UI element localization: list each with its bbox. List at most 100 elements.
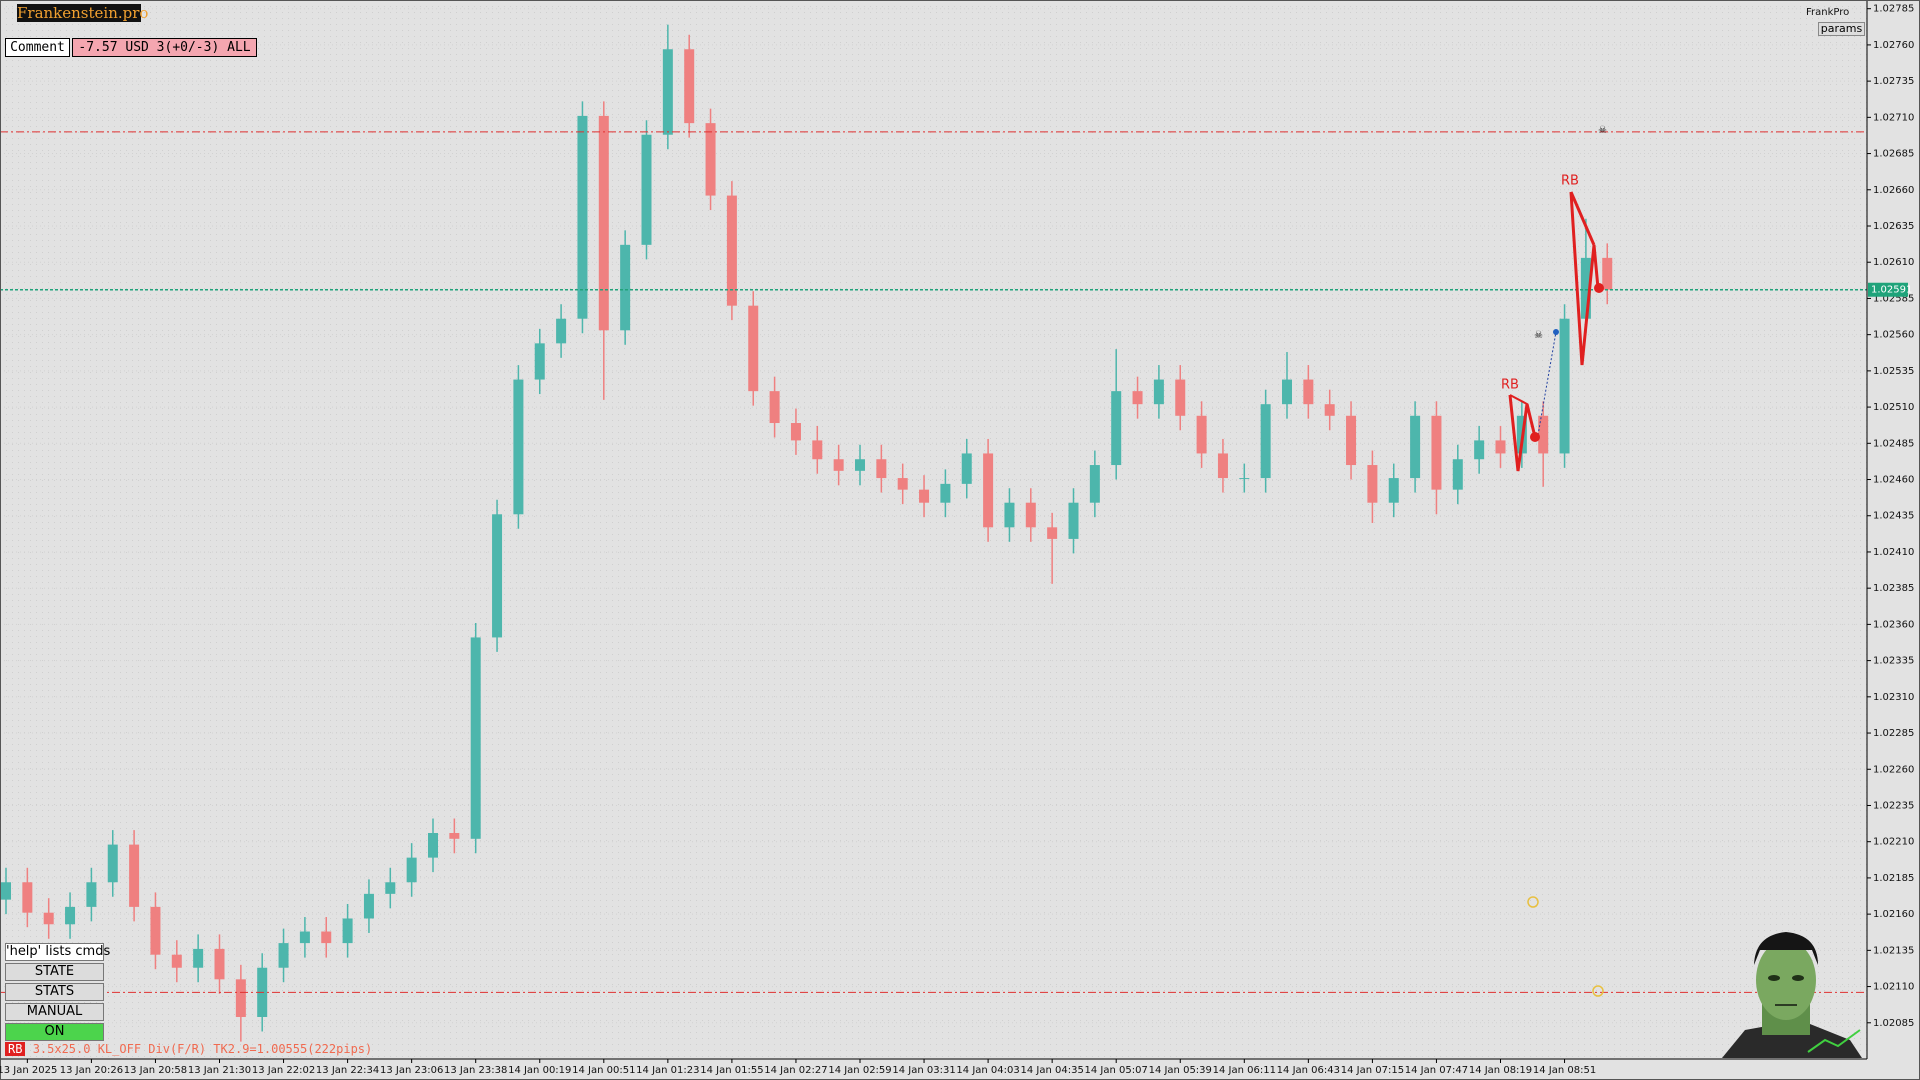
status-tag: RB xyxy=(5,1042,26,1056)
candle-body xyxy=(1602,257,1613,290)
candle-body xyxy=(449,833,460,839)
plot-dot-grid xyxy=(0,0,1867,1059)
alert-marker xyxy=(1527,896,1539,908)
candle-body xyxy=(428,833,438,858)
y-tick-label: 1.02635 xyxy=(1873,221,1914,232)
candle-body xyxy=(1260,404,1271,479)
candle-body xyxy=(897,478,908,490)
candle-body xyxy=(492,514,503,638)
x-tick-label: 14 Jan 08:19 xyxy=(1469,1065,1532,1076)
candle-body xyxy=(1559,318,1570,454)
candle-body xyxy=(620,244,631,331)
candle-body xyxy=(299,931,310,944)
candle-body xyxy=(684,49,695,124)
y-tick-label: 1.02535 xyxy=(1873,366,1914,377)
zigzag-drawing xyxy=(1509,394,1529,472)
params-button[interactable]: params xyxy=(1818,22,1865,36)
candle-body xyxy=(705,123,716,196)
candle-body xyxy=(342,918,353,944)
y-tick-label: 1.02085 xyxy=(1873,1018,1914,1029)
candle-body xyxy=(790,423,801,441)
x-tick-label: 13 Jan 23:06 xyxy=(380,1065,443,1076)
candle-body xyxy=(1388,478,1399,503)
status-text: 3.5x25.0 KL_OFF Div(F/R) TK2.9=1.00555(2… xyxy=(32,1042,373,1056)
x-tick-label: 14 Jan 05:39 xyxy=(1149,1065,1212,1076)
candle-body xyxy=(278,943,289,968)
current-price-label: 1.02591 xyxy=(1871,285,1912,296)
trade-marker xyxy=(1530,432,1540,442)
y-tick-label: 1.02735 xyxy=(1873,76,1914,87)
y-tick-label: 1.02710 xyxy=(1873,112,1914,123)
y-tick-label: 1.02560 xyxy=(1873,330,1914,341)
candle-body xyxy=(385,882,396,894)
candle-body xyxy=(534,343,545,380)
trade-marker xyxy=(1553,329,1559,335)
candle-body xyxy=(1217,453,1228,479)
y-tick-label: 1.02210 xyxy=(1873,837,1914,848)
candle-body xyxy=(1282,379,1292,405)
candle-body xyxy=(470,637,481,839)
x-tick-label: 13 Jan 22:34 xyxy=(316,1065,379,1076)
x-tick-label: 13 Jan 20:58 xyxy=(124,1065,187,1076)
candle-body xyxy=(214,948,225,980)
brand-label: Frankenstein.pro xyxy=(17,4,149,22)
x-tick-label: 13 Jan 22:02 xyxy=(252,1065,315,1076)
on-button[interactable]: ON xyxy=(5,1023,104,1041)
y-tick-label: 1.02135 xyxy=(1873,945,1914,956)
y-tick-label: 1.02460 xyxy=(1873,475,1914,486)
candle-body xyxy=(1303,379,1314,405)
x-tick-label: 14 Jan 02:59 xyxy=(828,1065,891,1076)
candle-body xyxy=(1431,415,1442,490)
x-tick-label: 14 Jan 01:23 xyxy=(636,1065,699,1076)
candle-body xyxy=(65,906,76,925)
y-tick-label: 1.02385 xyxy=(1873,583,1914,594)
y-tick-label: 1.02685 xyxy=(1873,149,1914,160)
avatar xyxy=(1722,932,1862,1058)
candle-body xyxy=(1068,502,1079,539)
state-button[interactable]: STATE xyxy=(5,963,104,981)
candle-body xyxy=(1025,502,1036,528)
candle-body xyxy=(1196,415,1207,454)
stats-button[interactable]: STATS xyxy=(5,983,104,1001)
candle-body xyxy=(406,857,417,883)
help-button[interactable]: 'help' lists cmds xyxy=(5,943,111,961)
x-tick-label: 14 Jan 03:31 xyxy=(892,1065,955,1076)
candle-body xyxy=(577,115,588,319)
comment-label: Comment xyxy=(5,38,70,57)
candle-body xyxy=(812,440,823,460)
x-tick-label: 13 Jan 20:26 xyxy=(60,1065,123,1076)
y-tick-label: 1.02510 xyxy=(1873,402,1914,413)
x-tick-label: 13 Jan 23:38 xyxy=(444,1065,507,1076)
candle-body xyxy=(1047,527,1058,539)
y-tick-label: 1.02185 xyxy=(1873,873,1914,884)
candle-body xyxy=(150,906,161,955)
candle-body xyxy=(1410,415,1421,479)
candle-body xyxy=(1495,440,1506,454)
skull-icon: ☠ xyxy=(1598,125,1607,136)
x-tick-label: 14 Jan 06:43 xyxy=(1277,1065,1340,1076)
candle-body xyxy=(1,882,11,900)
x-tick-label: 14 Jan 06:11 xyxy=(1213,1065,1276,1076)
y-tick-label: 1.02335 xyxy=(1873,656,1914,667)
candle-body xyxy=(513,379,524,515)
annotation: RB xyxy=(1561,174,1579,189)
candle-body xyxy=(1580,257,1591,319)
candle-body xyxy=(940,483,951,503)
manual-button[interactable]: MANUAL xyxy=(5,1003,104,1021)
candle-body xyxy=(171,954,182,968)
y-tick-label: 1.02610 xyxy=(1873,257,1914,268)
candle-body xyxy=(1324,404,1335,416)
y-tick-label: 1.02310 xyxy=(1873,692,1914,703)
y-tick-label: 1.02235 xyxy=(1873,800,1914,811)
x-tick-label: 14 Jan 04:03 xyxy=(956,1065,1019,1076)
candle-body xyxy=(983,453,994,528)
x-tick-label: 14 Jan 01:55 xyxy=(700,1065,763,1076)
x-tick-label: 14 Jan 07:47 xyxy=(1405,1065,1468,1076)
candle-body xyxy=(1474,440,1485,460)
candle-body xyxy=(769,391,780,424)
x-tick-label: 13 Jan 21:30 xyxy=(188,1065,251,1076)
candle-body xyxy=(1089,465,1100,503)
